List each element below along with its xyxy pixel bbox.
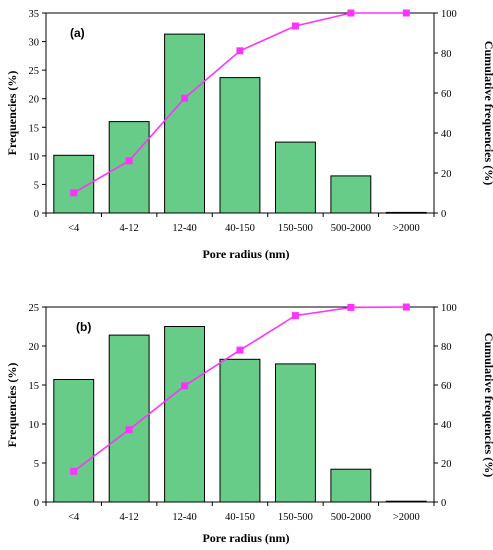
bar — [164, 33, 206, 214]
y-tick-label: 25 — [29, 66, 40, 77]
y2-tick-label: 100 — [441, 9, 457, 20]
x-tick-label: 500-2000 — [331, 512, 371, 523]
cumulative-point — [125, 157, 133, 165]
bar — [219, 77, 261, 214]
y2-tick-label: 100 — [441, 303, 457, 314]
x-tick-label: <4 — [68, 512, 80, 523]
y-tick-label: 5 — [34, 180, 39, 191]
x-tick-label: 12-40 — [172, 512, 197, 523]
cumulative-point — [70, 189, 78, 197]
x-axis-title: Pore radius (nm) — [202, 531, 289, 545]
y-tick-label: 20 — [29, 342, 40, 353]
bar — [385, 211, 427, 214]
y-axis-title: Frequencies (%) — [5, 363, 19, 448]
cumulative-point — [181, 382, 189, 390]
cumulative-point — [347, 9, 355, 17]
y-tick-label: 30 — [29, 38, 40, 49]
x-tick-label: <4 — [68, 223, 80, 234]
cumulative-point — [181, 94, 189, 102]
x-tick-label: 4-12 — [120, 512, 139, 523]
bar — [53, 379, 95, 503]
x-tick-label: >2000 — [393, 223, 420, 234]
bar — [330, 468, 372, 503]
panel-label: (b) — [76, 320, 91, 334]
cumulative-point — [70, 467, 78, 475]
y2-axis-title: Cumulative frequencies (%) — [482, 333, 493, 477]
cumulative-point — [291, 22, 299, 30]
x-tick-label: 150-500 — [278, 223, 313, 234]
x-tick-label: 500-2000 — [331, 223, 371, 234]
x-tick-label: 12-40 — [172, 223, 197, 234]
y-tick-label: 35 — [29, 9, 40, 20]
y-tick-label: 5 — [34, 459, 39, 470]
y2-axis-title: Cumulative frequencies (%) — [482, 41, 493, 185]
bar — [275, 141, 316, 214]
cumulative-point — [125, 426, 133, 434]
bar — [164, 326, 206, 503]
y-tick-label: 25 — [29, 303, 40, 314]
x-tick-label: 40-150 — [225, 512, 255, 523]
y2-tick-label: 80 — [441, 49, 452, 60]
bar — [53, 154, 95, 214]
y-tick-label: 0 — [34, 209, 39, 220]
cumulative-point — [402, 9, 410, 17]
y2-tick-label: 0 — [441, 498, 446, 509]
bar — [219, 358, 261, 503]
cumulative-point — [402, 303, 410, 311]
y2-tick-label: 40 — [441, 420, 452, 431]
y2-tick-label: 40 — [441, 129, 452, 140]
chart-panel-a: (a) Pore radius (nm) Frequencies (%) Cum… — [5, 9, 493, 261]
cumulative-point — [347, 303, 355, 311]
x-tick-label: 150-500 — [278, 512, 313, 523]
x-axis-title: Pore radius (nm) — [202, 247, 289, 261]
y-tick-label: 20 — [29, 95, 40, 106]
y-tick-label: 15 — [29, 381, 40, 392]
y2-tick-label: 20 — [441, 459, 452, 470]
y-tick-label: 0 — [34, 498, 39, 509]
y-tick-label: 15 — [29, 123, 40, 134]
y2-tick-label: 20 — [441, 169, 452, 180]
bar — [275, 363, 316, 503]
y2-tick-label: 60 — [441, 89, 452, 100]
y2-tick-label: 0 — [441, 209, 446, 220]
y2-tick-label: 80 — [441, 342, 452, 353]
y-tick-label: 10 — [29, 152, 40, 163]
bar — [385, 500, 427, 503]
y-tick-label: 10 — [29, 420, 40, 431]
y-axis-title: Frequencies (%) — [5, 71, 19, 156]
chart-panel-b: (b) Pore radius (nm) Frequencies (%) Cum… — [5, 303, 493, 545]
panel-label: (a) — [70, 26, 85, 40]
cumulative-point — [236, 346, 244, 354]
bar — [108, 121, 150, 214]
cumulative-point — [291, 312, 299, 320]
bar — [330, 175, 372, 214]
cumulative-point — [236, 47, 244, 55]
y2-tick-label: 60 — [441, 381, 452, 392]
x-tick-label: >2000 — [393, 512, 420, 523]
x-tick-label: 40-150 — [225, 223, 255, 234]
x-tick-label: 4-12 — [120, 223, 139, 234]
